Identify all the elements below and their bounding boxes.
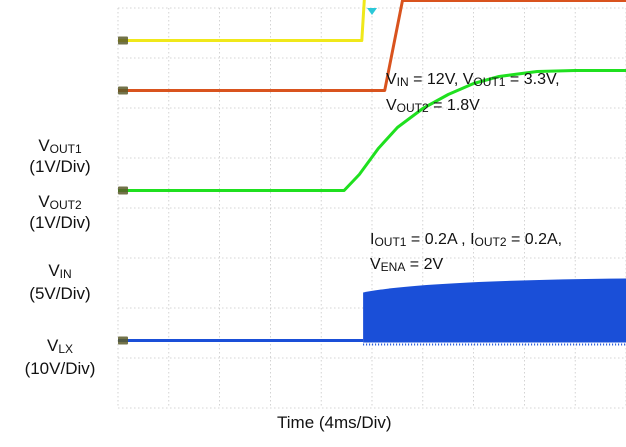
channel-scale-vlx: (10V/Div) bbox=[24, 359, 96, 378]
channel-ground-marker bbox=[118, 336, 128, 345]
channel-ground-marker bbox=[118, 36, 128, 45]
plot-grid bbox=[117, 7, 626, 409]
channel-label-vout1: VOUT1 (1V/Div) bbox=[29, 136, 91, 176]
channel-scale-vout1: (1V/Div) bbox=[29, 157, 91, 176]
trigger-marker bbox=[367, 8, 377, 15]
x-axis-label: Time (4ms/Div) bbox=[277, 413, 392, 432]
channel-ground-marker bbox=[118, 186, 128, 195]
annotation-conditions-line2: VOUT2 = 1.8V bbox=[386, 97, 480, 115]
trace-out1 bbox=[118, 0, 366, 42]
trace-out2 bbox=[118, 0, 626, 92]
channel-scale-vout2: (1V/Div) bbox=[29, 213, 91, 232]
channel-label-vin: VIN (5V/Div) bbox=[29, 261, 91, 303]
channel-scale-vin: (5V/Div) bbox=[29, 284, 91, 303]
channel-ground-marker bbox=[118, 86, 128, 95]
plot-traces bbox=[118, 0, 626, 346]
channel-label-vout2: VOUT2 (1V/Div) bbox=[29, 192, 91, 232]
plot-markers bbox=[367, 8, 377, 15]
channel-label-vlx: VLX (10V/Div) bbox=[24, 336, 96, 378]
annotation-conditions-line3: IOUT1 = 0.2A , IOUT2 = 0.2A, bbox=[370, 231, 563, 249]
trace-in bbox=[118, 69, 626, 192]
annotation-conditions-line1: VIN = 12V, VOUT1 = 3.3V, bbox=[386, 71, 560, 89]
annotation-conditions-line4: VENA = 2V bbox=[370, 256, 444, 274]
trace-vlx-switching bbox=[363, 278, 626, 343]
